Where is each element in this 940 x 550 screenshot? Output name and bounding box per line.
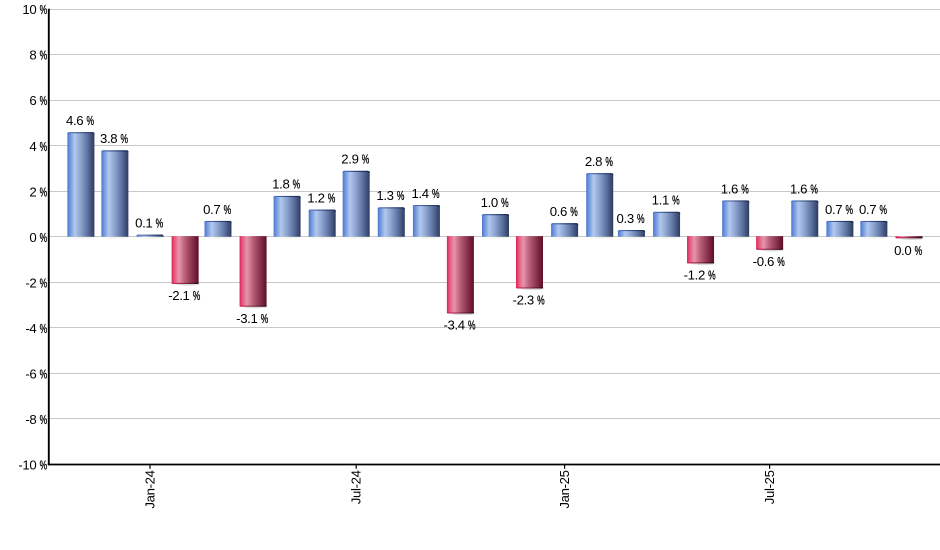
svg-text:10: 10 [22,2,36,17]
svg-text:%: % [193,289,201,303]
svg-text:%: % [40,3,48,17]
svg-text:%: % [40,49,48,63]
svg-text:%: % [810,183,818,197]
svg-text:0: 0 [29,230,36,245]
svg-text:%: % [40,413,48,427]
svg-text:0.6: 0.6 [550,204,567,219]
svg-text:2.9: 2.9 [341,152,358,167]
svg-text:8: 8 [29,48,36,63]
svg-text:0.7: 0.7 [825,202,842,217]
svg-text:1.8: 1.8 [272,177,289,192]
svg-text:1.3: 1.3 [376,188,393,203]
svg-text:%: % [40,140,48,154]
svg-text:%: % [362,153,370,167]
svg-text:0.0: 0.0 [894,243,911,258]
svg-text:Jul-25: Jul-25 [762,470,777,504]
svg-text:%: % [879,203,887,217]
svg-text:%: % [328,192,336,206]
svg-text:%: % [40,277,48,291]
svg-text:1.6: 1.6 [790,181,807,196]
svg-text:Jul-24: Jul-24 [349,470,364,504]
svg-text:%: % [87,114,95,128]
svg-text:0.3: 0.3 [617,211,634,226]
svg-text:0.7: 0.7 [203,202,220,217]
svg-text:%: % [570,205,578,219]
svg-text:%: % [40,459,48,473]
svg-text:%: % [605,155,613,169]
svg-text:-10: -10 [18,457,36,472]
svg-text:-2.1: -2.1 [168,288,189,303]
svg-text:0.1: 0.1 [135,215,152,230]
svg-text:%: % [397,189,405,203]
svg-text:Jan-24: Jan-24 [142,470,157,508]
svg-text:1.2: 1.2 [307,190,324,205]
svg-text:4.6: 4.6 [66,113,83,128]
svg-text:%: % [741,183,749,197]
svg-text:-2.3: -2.3 [513,293,534,308]
svg-text:%: % [261,312,269,326]
svg-text:0.7: 0.7 [859,202,876,217]
svg-text:-8: -8 [25,412,36,427]
svg-text:%: % [708,269,716,283]
svg-text:-0.6: -0.6 [753,254,774,269]
svg-text:2.8: 2.8 [585,154,602,169]
svg-text:%: % [777,255,785,269]
svg-text:%: % [468,319,476,333]
svg-text:%: % [120,132,128,146]
svg-text:-1.2: -1.2 [684,268,705,283]
svg-text:-3.1: -3.1 [236,311,257,326]
svg-text:Jan-25: Jan-25 [557,470,572,508]
svg-text:-2: -2 [25,275,36,290]
svg-text:%: % [915,244,923,258]
svg-text:1.4: 1.4 [412,186,429,201]
svg-text:2: 2 [29,184,36,199]
svg-text:%: % [40,95,48,109]
svg-text:%: % [40,368,48,382]
svg-text:-3.4: -3.4 [443,318,464,333]
svg-text:%: % [501,196,509,210]
svg-text:%: % [40,322,48,336]
svg-text:4: 4 [29,139,36,154]
svg-text:%: % [40,186,48,200]
svg-text:%: % [156,217,164,231]
svg-text:1.1: 1.1 [652,193,669,208]
svg-text:%: % [637,212,645,226]
svg-text:3.8: 3.8 [100,131,117,146]
svg-text:%: % [293,178,301,192]
svg-text:1.0: 1.0 [481,195,498,210]
svg-text:-6: -6 [25,366,36,381]
svg-text:%: % [845,203,853,217]
svg-text:%: % [432,187,440,201]
svg-text:%: % [40,231,48,245]
svg-text:%: % [672,194,680,208]
svg-text:%: % [224,203,232,217]
svg-text:1.6: 1.6 [721,181,738,196]
svg-text:6: 6 [29,93,36,108]
svg-text:%: % [537,294,545,308]
svg-text:-4: -4 [25,321,36,336]
